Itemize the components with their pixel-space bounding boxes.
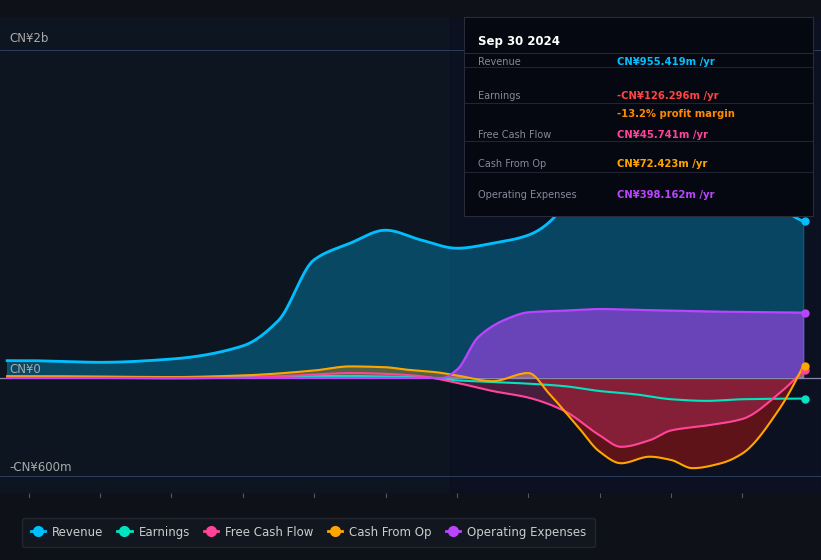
Text: Revenue: Revenue (478, 57, 521, 67)
Legend: Revenue, Earnings, Free Cash Flow, Cash From Op, Operating Expenses: Revenue, Earnings, Free Cash Flow, Cash … (22, 517, 594, 547)
Text: CN¥955.419m /yr: CN¥955.419m /yr (617, 57, 715, 67)
Text: Earnings: Earnings (478, 91, 521, 101)
Text: CN¥2b: CN¥2b (10, 32, 49, 45)
Text: -CN¥126.296m /yr: -CN¥126.296m /yr (617, 91, 719, 101)
Text: -CN¥600m: -CN¥600m (10, 461, 72, 474)
Text: -13.2% profit margin: -13.2% profit margin (617, 109, 736, 119)
Text: Sep 30 2024: Sep 30 2024 (478, 35, 560, 48)
Text: CN¥0: CN¥0 (10, 362, 42, 376)
Text: Cash From Op: Cash From Op (478, 159, 546, 169)
Text: CN¥45.741m /yr: CN¥45.741m /yr (617, 130, 709, 140)
Text: CN¥72.423m /yr: CN¥72.423m /yr (617, 159, 708, 169)
Text: Free Cash Flow: Free Cash Flow (478, 130, 551, 140)
Text: Operating Expenses: Operating Expenses (478, 190, 576, 200)
Text: CN¥398.162m /yr: CN¥398.162m /yr (617, 190, 715, 200)
Bar (450, 17, 821, 493)
